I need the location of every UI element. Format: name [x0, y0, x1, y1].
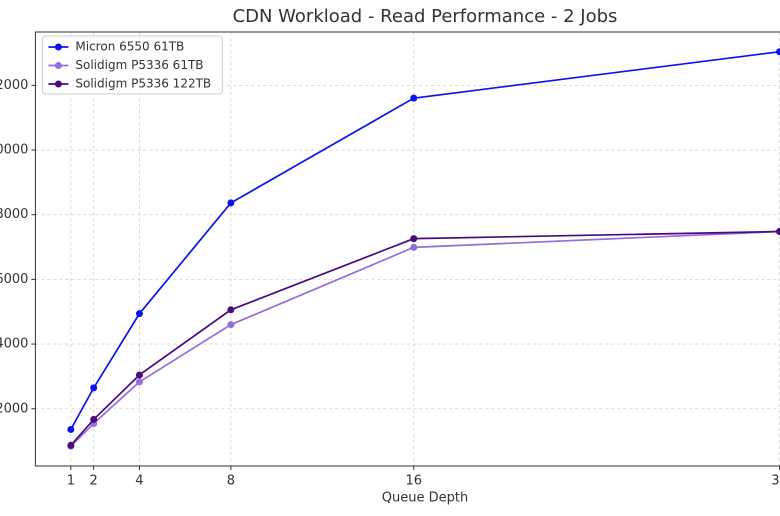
series-line	[70, 230, 780, 447]
y-tick-label: 6000	[0, 272, 28, 287]
y-tick-label: 4000	[0, 337, 28, 352]
y-tick-label: 12000	[0, 78, 28, 93]
x-tick-label: 1	[67, 474, 75, 489]
legend-label: Solidigm P5336 122TB	[75, 77, 211, 91]
x-tick-label: 4	[135, 474, 143, 489]
x-tick-label: 8	[227, 474, 235, 489]
x-tick-label: 16	[405, 474, 422, 489]
y-tick-label: 8000	[0, 207, 28, 222]
y-tick-label: 10000	[0, 143, 28, 158]
series-line	[70, 50, 780, 430]
x-axis-label: Queue Depth	[382, 491, 468, 506]
legend-label: Micron 6550 61TB	[75, 40, 184, 54]
x-tick-label: 2	[90, 474, 98, 489]
data-point	[227, 321, 235, 329]
chart-title: CDN Workload - Read Performance - 2 Jobs	[233, 6, 618, 27]
data-point	[135, 310, 143, 318]
legend-box	[41, 35, 223, 95]
data-point	[410, 243, 418, 251]
data-point	[90, 384, 98, 392]
data-point	[410, 94, 418, 102]
data-point	[135, 378, 143, 386]
legend-marker	[54, 80, 62, 88]
data-point	[776, 228, 780, 236]
data-point	[67, 441, 75, 449]
data-point	[410, 235, 418, 243]
legend-label: Solidigm P5336 61TB	[75, 58, 203, 72]
data-point	[776, 48, 780, 56]
plot-frame	[34, 31, 780, 467]
data-point	[90, 415, 98, 423]
data-point	[67, 425, 75, 433]
data-point	[227, 306, 235, 314]
data-point	[227, 199, 235, 207]
y-tick-label: 2000	[0, 401, 28, 416]
data-point	[135, 371, 143, 379]
x-tick-label: 32	[771, 474, 780, 489]
legend-marker	[54, 62, 62, 69]
legend-marker	[54, 43, 62, 51]
series-line	[70, 230, 780, 446]
